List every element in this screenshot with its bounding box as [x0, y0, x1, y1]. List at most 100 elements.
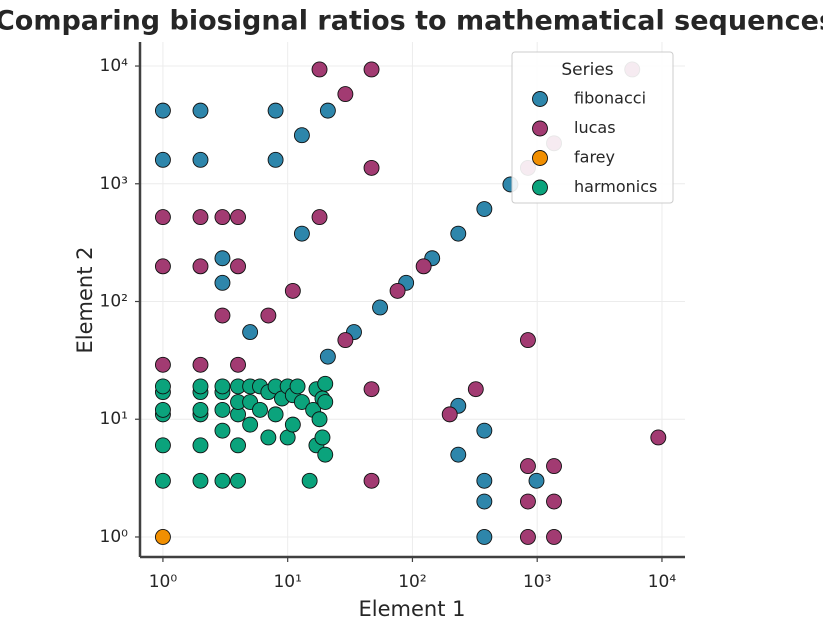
y-tick-label: 10³ [100, 174, 128, 194]
x-tick-label: 10² [398, 572, 426, 592]
point [214, 307, 231, 324]
y-tick-label: 10⁰ [100, 527, 129, 547]
point [154, 209, 171, 226]
x-tick-label: 10⁴ [648, 572, 677, 592]
legend-marker [532, 91, 548, 107]
point [314, 429, 331, 446]
point [230, 472, 246, 489]
point [311, 411, 328, 428]
x-tick-label: 10³ [523, 572, 551, 592]
point [192, 209, 209, 226]
point [154, 102, 171, 119]
legend-label: lucas [574, 118, 616, 137]
point [154, 529, 171, 545]
x-tick-label: 10⁰ [149, 572, 178, 592]
point [267, 151, 284, 168]
point [267, 102, 284, 119]
point [260, 429, 277, 446]
point [154, 356, 171, 373]
point [337, 332, 354, 349]
point [154, 437, 171, 454]
point [450, 225, 467, 242]
point [252, 401, 268, 418]
legend-marker [532, 120, 548, 137]
point [476, 472, 493, 489]
point [319, 102, 336, 119]
point [293, 127, 310, 144]
point [230, 209, 246, 226]
point [467, 381, 484, 398]
point [192, 258, 209, 275]
y-tick-label: 10¹ [100, 409, 128, 429]
point [311, 61, 328, 78]
point [214, 378, 231, 395]
point [192, 378, 209, 395]
legend-label: harmonics [574, 177, 657, 196]
chart-title: Comparing biosignal ratios to mathematic… [0, 6, 823, 37]
point [450, 446, 467, 463]
point [154, 401, 171, 418]
y-tick-label: 10⁴ [100, 56, 129, 76]
point [192, 356, 209, 373]
legend-label: fibonacci [574, 89, 646, 108]
point [214, 274, 231, 291]
point [267, 406, 284, 423]
point [214, 209, 231, 226]
point [284, 282, 301, 299]
point [363, 61, 380, 78]
point [311, 209, 328, 226]
point [476, 493, 493, 510]
point [214, 472, 231, 489]
x-axis-label: Element 1 [359, 597, 466, 621]
point [519, 529, 536, 545]
y-tick-label: 10² [100, 292, 128, 312]
legend-marker [532, 179, 548, 196]
point [363, 381, 380, 398]
point [293, 394, 310, 410]
point [192, 151, 209, 168]
point [284, 416, 301, 433]
point [546, 458, 562, 475]
point [214, 401, 231, 418]
point [317, 446, 334, 463]
legend-label: farey [574, 148, 615, 167]
point [192, 472, 209, 489]
legend-marker [532, 150, 548, 166]
point [372, 299, 388, 316]
point [363, 159, 380, 176]
legend-title: Series [561, 60, 613, 80]
point [319, 348, 336, 365]
point [389, 282, 406, 299]
point [242, 416, 259, 433]
point [441, 406, 458, 423]
point [154, 258, 171, 275]
point [214, 250, 231, 267]
point [214, 422, 231, 439]
point [317, 375, 334, 392]
point [192, 102, 209, 119]
x-tick-label: 10¹ [273, 572, 301, 592]
legend-box [511, 51, 674, 204]
point [230, 437, 246, 454]
point [154, 378, 171, 395]
point [363, 472, 380, 489]
point [293, 225, 310, 242]
point [230, 356, 246, 373]
point [476, 422, 493, 439]
point [242, 324, 259, 341]
point [260, 307, 277, 324]
point [415, 258, 432, 275]
y-axis-label: Element 2 [73, 247, 97, 354]
point [289, 378, 306, 395]
point [301, 472, 318, 489]
point [519, 493, 536, 510]
point [519, 332, 536, 349]
point [476, 529, 493, 545]
point [546, 529, 562, 545]
point [650, 429, 667, 446]
point [519, 458, 536, 475]
point [192, 401, 209, 418]
point [154, 151, 171, 168]
point [528, 472, 545, 489]
point [192, 437, 209, 454]
